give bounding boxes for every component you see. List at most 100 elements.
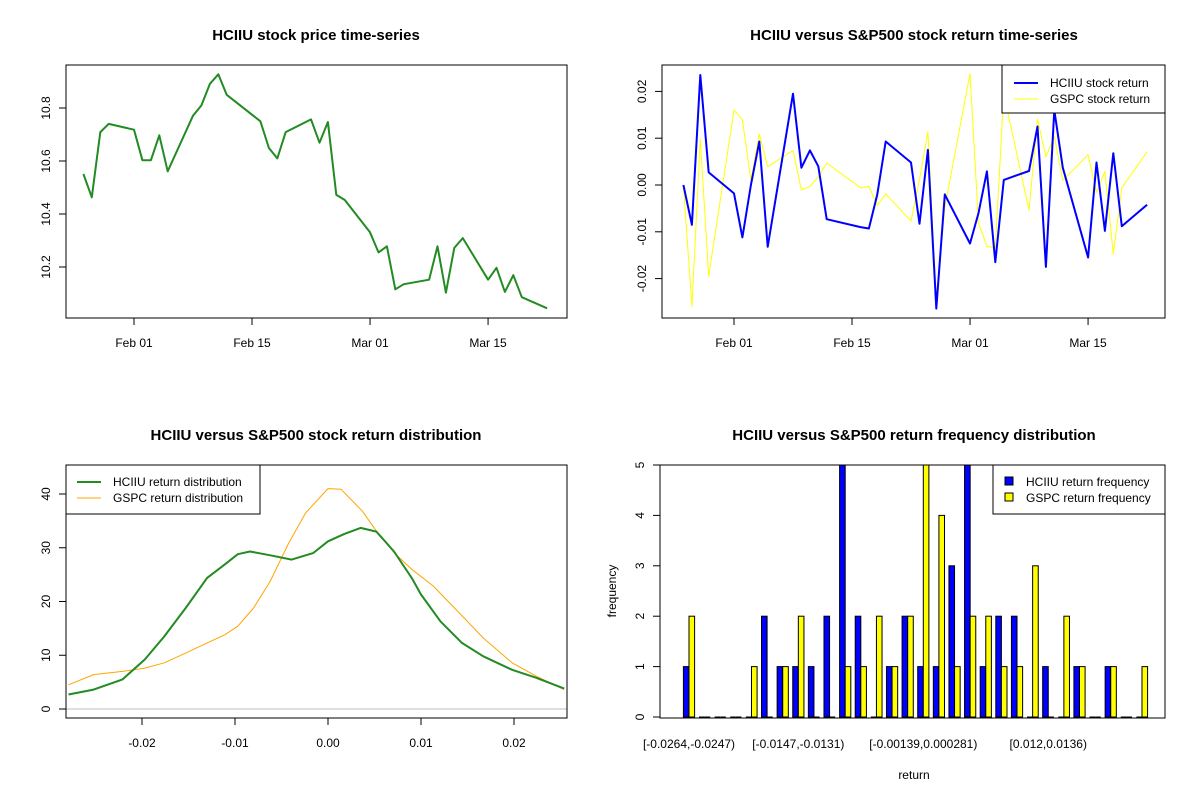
panel2-title: HCIIU versus S&P500 stock return time-se… xyxy=(750,27,1078,44)
gspc-bar xyxy=(860,666,867,718)
x-category-label: [-0.00139,0.000281) xyxy=(869,737,977,751)
panel4-title: HCIIU versus S&P500 return frequency dis… xyxy=(732,427,1095,444)
y-tick-label: 40 xyxy=(39,487,53,501)
gspc-bar xyxy=(844,666,852,718)
y-tick-label: 0.00 xyxy=(635,173,649,197)
y-tick-label: -0.01 xyxy=(635,218,649,246)
hciiu-bar xyxy=(1042,666,1049,718)
x-tick-label: 0.02 xyxy=(502,736,526,750)
x-tick-label: Mar 15 xyxy=(469,336,507,350)
frequency-x-axis-label: return xyxy=(898,768,929,782)
hciiu-bar xyxy=(964,464,971,718)
gspc-bar xyxy=(750,666,758,718)
gspc-density-curve xyxy=(68,488,565,691)
x-tick-label: -0.02 xyxy=(128,736,156,750)
return-chart: Feb 01 Feb 15 Mar 01 Mar 15 0.02 0.01 0.00 -0.0… xyxy=(635,64,1166,350)
hciiu-bar xyxy=(995,615,1002,718)
density-legend: HCIIU return distribution GSPC return di… xyxy=(65,464,261,515)
hciiu-bar xyxy=(1010,615,1018,718)
hciiu-bar xyxy=(854,615,862,718)
gspc-bar xyxy=(688,615,696,718)
x-category-label: [0.012,0.0136) xyxy=(1010,737,1087,751)
y-tick-label: 0.02 xyxy=(635,79,649,103)
panel3-title: HCIIU versus S&P500 stock return distrib… xyxy=(151,427,482,444)
gspc-bar xyxy=(954,666,961,718)
y-tick-label: 10.6 xyxy=(39,149,53,173)
density-chart: -0.02 -0.01 0.00 0.01 0.02 0 10 20 30 40 xyxy=(39,464,568,750)
legend-swatch-hciiu xyxy=(1004,476,1014,486)
hciiu-bar xyxy=(761,615,768,718)
hciiu-bar xyxy=(901,615,909,718)
x-tick-label: 0.01 xyxy=(409,736,433,750)
y-tick-label: 4 xyxy=(633,512,647,519)
hciiu-bar xyxy=(1073,666,1081,718)
y-tick-label: 3 xyxy=(633,562,647,569)
gspc-bar xyxy=(1110,666,1117,718)
legend-swatch-gspc xyxy=(1004,492,1014,502)
x-tick-label: Feb 01 xyxy=(715,336,753,350)
frequency-chart: 0 1 2 3 4 5 [-0.0264,-0.0247) [-0.0147,-0.0131)… xyxy=(633,461,1166,751)
x-category-label: [-0.0147,-0.0131) xyxy=(752,737,844,751)
return-legend: HCIIU stock return GSPC stock return xyxy=(1001,64,1166,114)
frequency-y-axis-label: frequency xyxy=(605,565,619,618)
legend-label-hciiu: HCIIU return frequency xyxy=(1026,475,1149,489)
hciiu-bar xyxy=(1104,666,1112,718)
y-tick-label: 0 xyxy=(39,705,53,712)
legend-label-gspc: GSPC return distribution xyxy=(113,491,243,505)
gspc-bar xyxy=(938,514,946,718)
y-tick-label: 5 xyxy=(633,461,647,468)
y-tick-label: 2 xyxy=(633,613,647,620)
y-tick-label: 20 xyxy=(39,595,53,609)
gspc-bar xyxy=(1079,666,1086,718)
hciiu-bar xyxy=(885,666,893,718)
gspc-return-line xyxy=(682,73,1148,308)
y-tick-label: 10.8 xyxy=(39,96,53,120)
y-tick-label: 10.4 xyxy=(39,202,53,226)
gspc-bar xyxy=(782,666,789,718)
gspc-bar xyxy=(1063,615,1070,718)
gspc-bar xyxy=(875,615,883,718)
hciiu-bar xyxy=(682,666,690,718)
x-tick-label: Mar 01 xyxy=(351,336,389,350)
hciiu-bar xyxy=(807,666,815,718)
hciiu-density-curve xyxy=(68,526,565,696)
y-tick-label: 30 xyxy=(39,541,53,555)
y-tick-label: 0 xyxy=(633,713,647,720)
hciiu-bar xyxy=(839,464,846,718)
legend-label-gspc: GSPC return frequency xyxy=(1026,491,1151,505)
x-tick-label: Feb 15 xyxy=(233,336,271,350)
y-tick-label: 10 xyxy=(39,648,53,662)
y-tick-label: 0.01 xyxy=(635,126,649,150)
hciiu-bar xyxy=(932,666,940,718)
hciiu-bar xyxy=(917,666,924,718)
x-tick-label: Mar 15 xyxy=(1069,336,1107,350)
legend-label-hciiu: HCIIU stock return xyxy=(1050,76,1149,90)
x-tick-label: -0.01 xyxy=(221,736,249,750)
hciiu-bar xyxy=(776,666,784,718)
gspc-bar xyxy=(969,615,977,718)
gspc-bar xyxy=(907,615,914,718)
gspc-bar xyxy=(891,666,899,718)
hciiu-return-line xyxy=(682,74,1148,310)
y-tick-label: -0.02 xyxy=(635,265,649,293)
legend-label-hciiu: HCIIU return distribution xyxy=(113,475,242,489)
hciiu-bar xyxy=(948,565,956,718)
x-tick-label: Mar 01 xyxy=(951,336,989,350)
gspc-bar xyxy=(797,615,805,718)
price-chart: Feb 01 Feb 15 Mar 01 Mar 15 10.2 10.4 10.6 10.8 xyxy=(39,64,568,350)
hciiu-bar xyxy=(979,666,987,718)
gspc-bar xyxy=(985,615,992,718)
price-line xyxy=(82,73,548,310)
gspc-bar xyxy=(1000,666,1008,718)
gspc-bar xyxy=(1016,666,1024,718)
hciiu-bar xyxy=(823,615,831,718)
gspc-bar xyxy=(922,464,930,718)
hciiu-bar xyxy=(792,666,799,718)
frequency-legend: HCIIU return frequency GSPC return frequ… xyxy=(992,464,1166,515)
panel1-title: HCIIU stock price time-series xyxy=(212,27,420,44)
x-tick-label: Feb 01 xyxy=(115,336,153,350)
y-tick-label: 1 xyxy=(633,663,647,670)
gspc-bar xyxy=(1141,666,1149,718)
x-category-label: [-0.0264,-0.0247) xyxy=(643,737,735,751)
